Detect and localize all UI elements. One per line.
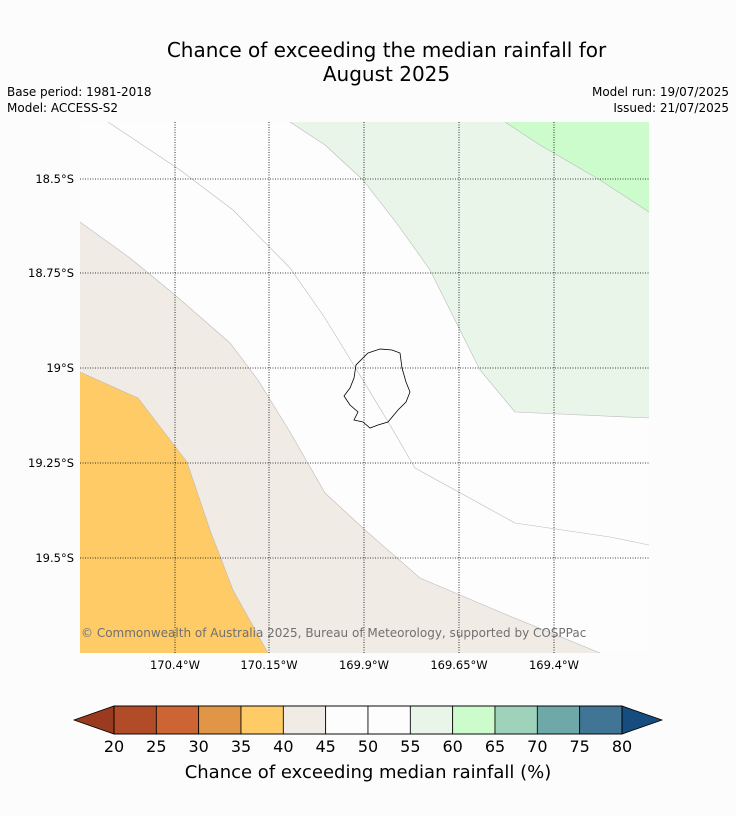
- colorbar-cell: [325, 705, 369, 735]
- map-area: © Commonwealth of Australia 2025, Bureau…: [80, 122, 649, 653]
- lat-label: 19°S: [46, 361, 74, 375]
- longitude-labels: 170.4°W 170.15°W 169.9°W 169.65°W 169.4°…: [150, 658, 579, 672]
- colorbar-tick-label: 35: [231, 737, 251, 756]
- lon-label: 170.15°W: [240, 658, 297, 672]
- lon-label: 170.4°W: [150, 658, 200, 672]
- colorbar-cell: [240, 705, 284, 735]
- colorbar-tick-label: 30: [188, 737, 208, 756]
- title-line-1: Chance of exceeding the median rainfall …: [166, 38, 607, 62]
- meta-left: Base period: 1981-2018 Model: ACCESS-S2: [7, 84, 152, 116]
- colorbar-tick-label: 65: [485, 737, 505, 756]
- colorbar-label: Chance of exceeding median rainfall (%): [185, 762, 552, 783]
- colorbar-frame: [113, 705, 623, 735]
- colorbar-cells: [113, 705, 623, 735]
- colorbar-cell: [536, 705, 581, 735]
- colorbar: 20 25 30 35 40 45 50 55 60 65 70 75 80 Chance of exc…: [72, 705, 664, 783]
- region-60-65: [505, 122, 649, 212]
- lat-label: 18.75°S: [28, 266, 74, 280]
- latitude-labels: 18.5°S 18.75°S 19°S 19.25°S 19.5°S: [28, 172, 74, 565]
- graticule: [80, 122, 649, 653]
- lon-label: 169.65°W: [430, 658, 487, 672]
- contour-line: [504, 122, 649, 213]
- title-line-2: August 2025: [322, 62, 451, 86]
- colorbar-over-arrow: [621, 705, 664, 735]
- colorbar-cell: [409, 705, 454, 735]
- model-run: Model run: 19/07/2025: [591, 85, 729, 99]
- colorbar-tick-label: 75: [569, 737, 589, 756]
- colorbar-cell: [198, 705, 242, 735]
- niue-island-outline: [343, 348, 411, 429]
- colorbar-under-arrow: [72, 705, 115, 735]
- lon-label: 169.9°W: [339, 658, 389, 672]
- colorbar-tick-labels: 20 25 30 35 40 45 50 55 60 65 70 75 80: [104, 737, 632, 756]
- colorbar-tick-label: 55: [400, 737, 420, 756]
- colorbar-tick-label: 25: [146, 737, 166, 756]
- colorbar-cell: [282, 705, 327, 735]
- copyright-notice: © Commonwealth of Australia 2025, Bureau…: [81, 626, 586, 640]
- colorbar-tick-label: 40: [273, 737, 293, 756]
- colorbar-tick-label: 50: [358, 737, 378, 756]
- colorbar-tick-label: 20: [104, 737, 124, 756]
- issued-date: Issued: 21/07/2025: [613, 101, 729, 115]
- colorbar-tick-label: 80: [612, 737, 632, 756]
- colorbar-tick-label: 45: [315, 737, 335, 756]
- contour-lines: [80, 122, 649, 653]
- lon-label: 169.4°W: [529, 658, 579, 672]
- region-35-40: [80, 372, 268, 653]
- contour-line: [80, 221, 601, 653]
- lat-label: 18.5°S: [35, 172, 74, 186]
- chart-title: Chance of exceeding the median rainfall …: [0, 38, 736, 86]
- meta-right: Model run: 19/07/2025 Issued: 21/07/2025: [592, 84, 729, 116]
- contour-line: [80, 371, 269, 653]
- colorbar-cell: [367, 705, 411, 735]
- region-55-60: [290, 122, 649, 418]
- lat-label: 19.25°S: [28, 456, 74, 470]
- colorbar-tick-label: 70: [527, 737, 547, 756]
- colorbar-cell: [494, 705, 538, 735]
- contour-line: [107, 122, 649, 546]
- colorbar-tick-label: 60: [442, 737, 462, 756]
- base-period: Base period: 1981-2018: [7, 85, 152, 99]
- lat-label: 19.5°S: [35, 551, 74, 565]
- contour-line: [289, 122, 649, 419]
- model-name: Model: ACCESS-S2: [7, 101, 119, 115]
- colorbar-cell: [579, 705, 623, 735]
- colorbar-cell: [113, 705, 157, 735]
- colorbar-cell: [155, 705, 200, 735]
- colorbar-cell: [452, 705, 496, 735]
